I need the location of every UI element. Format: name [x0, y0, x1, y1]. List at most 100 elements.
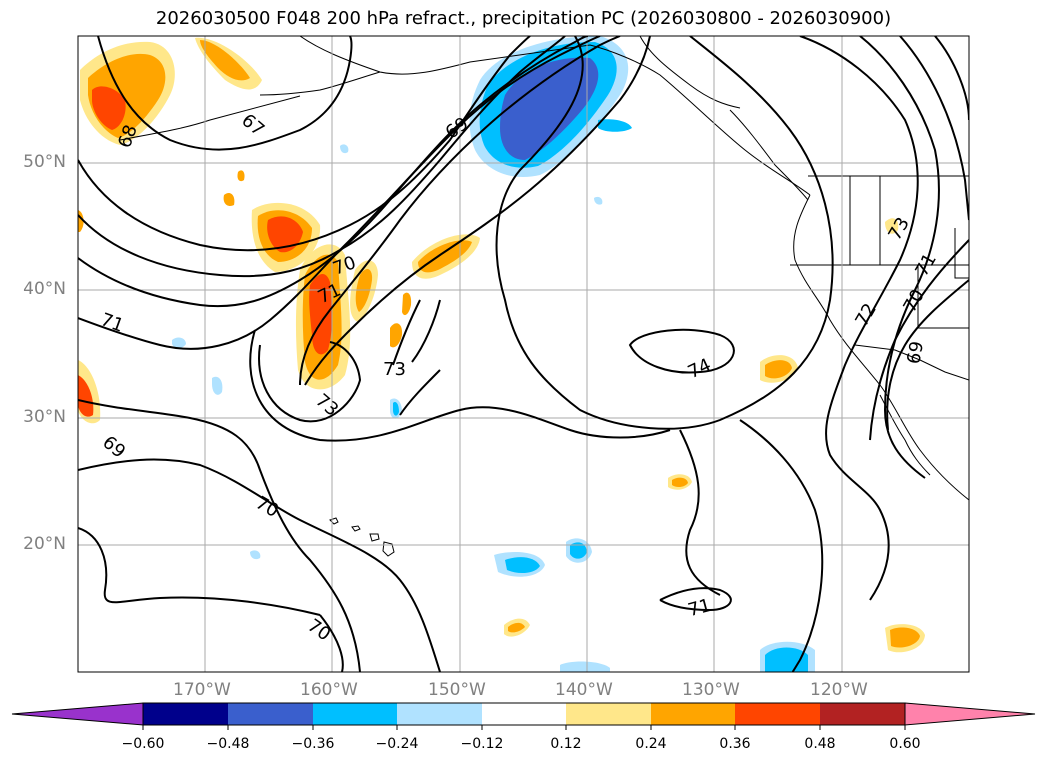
precip-positive-area: [267, 216, 303, 253]
colorbar-bin: [482, 703, 566, 725]
coastline-aleutians: [119, 95, 301, 141]
graticule: [78, 36, 969, 672]
contour-line: [258, 341, 362, 423]
contour-label: 71: [98, 309, 127, 337]
contour-line: [78, 399, 361, 672]
contour-line: [934, 36, 969, 121]
precip-positive-area: [885, 218, 899, 234]
colorbar-tick-label: 0.24: [635, 736, 667, 752]
precip-positive-area: [765, 360, 792, 379]
contour-line: [249, 329, 671, 442]
lon-label: 120°W: [810, 680, 868, 700]
precip-positive-area: [92, 86, 126, 130]
lat-label: 20°N: [23, 534, 66, 554]
contour-line: [78, 36, 531, 252]
colorbar-tick-label: 0.60: [889, 736, 921, 752]
lat-label: 40°N: [23, 279, 66, 299]
contour-line: [392, 299, 421, 366]
colorbar-tick-label: −0.24: [375, 736, 419, 752]
colorbar-tick-label: 0.12: [550, 736, 582, 752]
contour-label: 74: [685, 354, 715, 383]
precip-positive-area: [309, 274, 332, 355]
lon-label: 140°W: [555, 680, 613, 700]
colorbar-frame: [142, 702, 906, 726]
colorbar-tick-label: −0.48: [206, 736, 250, 752]
colorbar-bin: [397, 703, 482, 725]
precip-negative-area: [172, 337, 186, 349]
contour-label: 73: [383, 359, 406, 380]
contour-line: [739, 419, 824, 672]
contour-line: [78, 527, 344, 672]
precip-positive-area: [890, 627, 920, 648]
contour-line: [886, 279, 969, 431]
contour-line: [299, 36, 621, 386]
contour-label: 67: [237, 110, 268, 141]
contour-line: [399, 369, 441, 416]
precip-negative-area: [594, 196, 603, 205]
contour-label: 69: [98, 432, 129, 463]
contour-label: 73: [884, 214, 914, 244]
precip-positive-area: [200, 40, 250, 81]
precip-negative-area: [500, 57, 599, 160]
refractivity-contours: [78, 36, 969, 672]
precip-negative-area: [560, 661, 610, 672]
colorbar-bin: [820, 703, 905, 725]
contour-line: [659, 587, 732, 612]
colorbar-tick-label: −0.60: [121, 736, 165, 752]
contour-line: [78, 36, 566, 278]
contour-line: [97, 36, 353, 151]
colorbar-bin: [313, 703, 397, 725]
lon-label: 160°W: [300, 680, 358, 700]
contour-line: [411, 299, 441, 363]
precip-negative-area: [765, 647, 808, 672]
contour-label: 70: [303, 615, 334, 645]
precip-negative-area: [505, 557, 540, 574]
contour-label: 69: [903, 340, 928, 366]
contour-line: [899, 36, 969, 221]
colorbar-extend-high: [904, 702, 1036, 726]
colorbar-tick-label: 0.36: [719, 736, 751, 752]
map-frame: [77, 35, 970, 673]
colorbar-bin: [143, 703, 228, 725]
colorbar-bin: [566, 703, 651, 725]
lon-label: 130°W: [682, 680, 740, 700]
contour-label: 71: [686, 595, 714, 621]
contour-line: [679, 429, 721, 596]
colorbar-extend-low: [11, 702, 144, 726]
lon-label: 150°W: [428, 680, 486, 700]
lon-label: 170°W: [173, 680, 231, 700]
colorbar: [11, 702, 1036, 730]
colorbar-bin: [651, 703, 735, 725]
coastline-alaska-peninsula: [259, 71, 381, 96]
colorbar-bin: [228, 703, 313, 725]
border-us-mexico: [854, 344, 969, 381]
contour-label: 70: [252, 492, 282, 522]
precip-negative-area: [598, 119, 632, 132]
precip-negative-area: [212, 376, 223, 395]
precip-positive-area: [237, 170, 245, 182]
colorbar-tick-label: −0.12: [460, 736, 504, 752]
precip-positive-area: [672, 477, 688, 488]
precip-positive-area: [223, 193, 235, 206]
precip-negative-area: [570, 542, 587, 559]
contour-line: [799, 36, 919, 601]
precip-positive-area: [508, 622, 525, 633]
precip-positive-area: [418, 240, 472, 273]
coastline-bc: [729, 109, 809, 201]
contour-line: [304, 36, 651, 386]
lat-label: 50°N: [23, 152, 66, 172]
lat-label: 30°N: [23, 407, 66, 427]
coastline-alaska-interior: [639, 36, 741, 109]
coastline-hawaii: [329, 517, 395, 557]
precip-positive-area: [402, 292, 412, 316]
contour-line: [869, 239, 969, 441]
coastline-alaska: [299, 36, 811, 196]
precip-positive-area: [390, 323, 403, 348]
contour-line: [859, 36, 940, 479]
precip-negative-area: [250, 550, 261, 560]
border-states: [790, 176, 969, 329]
colorbar-bin: [735, 703, 820, 725]
precip-positive-area: [78, 375, 94, 417]
colorbar-tick-label: 0.48: [804, 736, 836, 752]
